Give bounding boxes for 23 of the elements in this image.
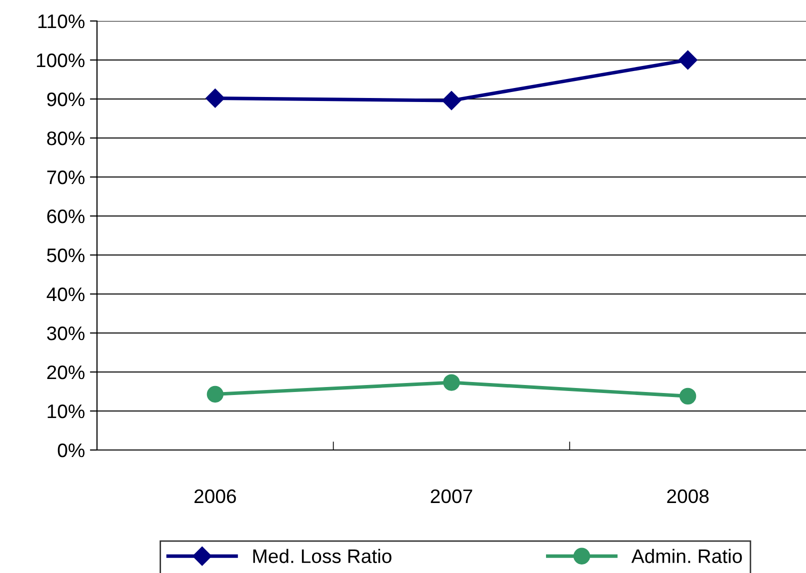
y-tick-label: 70% xyxy=(47,170,85,184)
point xyxy=(206,88,225,108)
point xyxy=(442,91,462,110)
point xyxy=(678,50,698,70)
y-tick-label: 30% xyxy=(47,326,85,340)
x-tick-label: 2007 xyxy=(430,489,472,504)
y-tick-label: 80% xyxy=(47,131,85,146)
y-tick-label: 0% xyxy=(58,443,85,458)
point xyxy=(443,374,460,391)
y-tick-label: 10% xyxy=(48,404,85,418)
legend-label: Med. Loss Ratio xyxy=(253,548,392,564)
x-tick-label: 2008 xyxy=(667,489,709,504)
y-tick-label: 60% xyxy=(47,209,85,224)
y-tick-label: 50% xyxy=(47,248,85,262)
x-tick-label: 2006 xyxy=(194,489,236,504)
legend-label: Admin. Ratio xyxy=(631,548,742,564)
y-tick-label: 100% xyxy=(36,53,85,68)
y-tick-label: 20% xyxy=(47,365,85,380)
y-tick-label: 90% xyxy=(47,92,85,106)
point xyxy=(680,388,696,405)
y-tick-label: 110% xyxy=(38,14,85,28)
point xyxy=(206,386,224,403)
y-tick-label: 40% xyxy=(46,287,85,302)
